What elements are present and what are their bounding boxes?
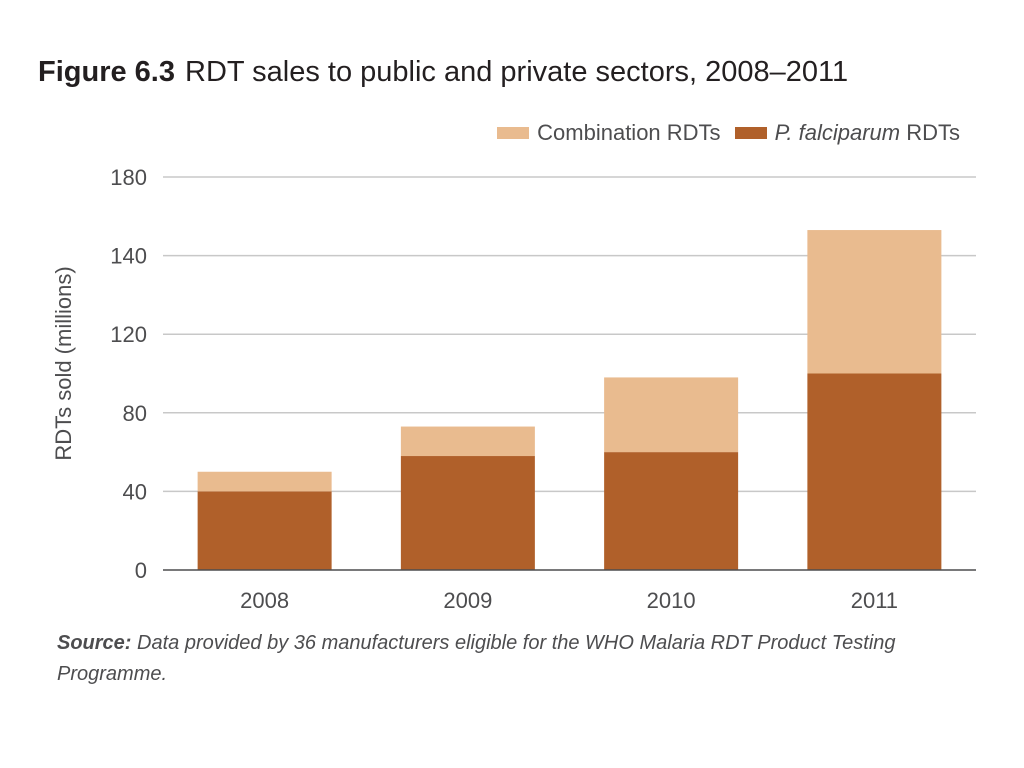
legend-swatch-combination <box>497 127 530 139</box>
chart-title: Figure 6.3 RDT sales to public and privat… <box>38 56 848 89</box>
x-tick-label: 2010 <box>647 588 696 613</box>
bar-pf-2009 <box>400 456 535 570</box>
source-text: Data provided by 36 manufacturers eligib… <box>57 632 896 685</box>
figure-title: RDT sales to public and private sectors,… <box>185 56 849 88</box>
legend-label-pf-rest: RDTs <box>900 120 960 145</box>
y-tick-label: 180 <box>110 165 147 190</box>
bar-pf-2011 <box>807 373 942 570</box>
legend-label-pf: P. falciparum RDTs <box>775 120 960 146</box>
source-note: Source: Data provided by 36 manufacturer… <box>57 628 957 690</box>
bar-combination-2009 <box>400 426 535 457</box>
legend-label-pf-italic: P. falciparum <box>774 120 901 145</box>
bar-combination-2008 <box>197 471 332 492</box>
bar-pf-2010 <box>604 452 739 570</box>
bar-combination-2011 <box>807 230 942 374</box>
y-tick-label: 120 <box>110 322 147 347</box>
legend: Combination RDTs P. falciparum RDTs <box>483 120 960 146</box>
x-tick-label: 2009 <box>443 588 492 613</box>
legend-item-pf: P. falciparum RDTs <box>734 120 960 146</box>
bar-combination-2010 <box>604 377 739 453</box>
x-tick-label: 2011 <box>851 588 898 613</box>
source-label: Source: <box>57 632 132 654</box>
y-tick-label: 80 <box>123 401 147 426</box>
x-tick-label: 2008 <box>240 588 289 613</box>
y-tick-label: 0 <box>135 558 147 583</box>
legend-swatch-pf <box>734 127 767 139</box>
y-tick-label: 40 <box>123 479 147 504</box>
y-axis-label: RDTs sold (millions) <box>51 266 76 460</box>
legend-item-combination: Combination RDTs <box>497 120 721 146</box>
bar-pf-2008 <box>197 491 332 570</box>
legend-label-combination: Combination RDTs <box>537 120 721 145</box>
figure-number: Figure 6.3 <box>38 56 175 88</box>
y-tick-label: 140 <box>110 244 147 269</box>
